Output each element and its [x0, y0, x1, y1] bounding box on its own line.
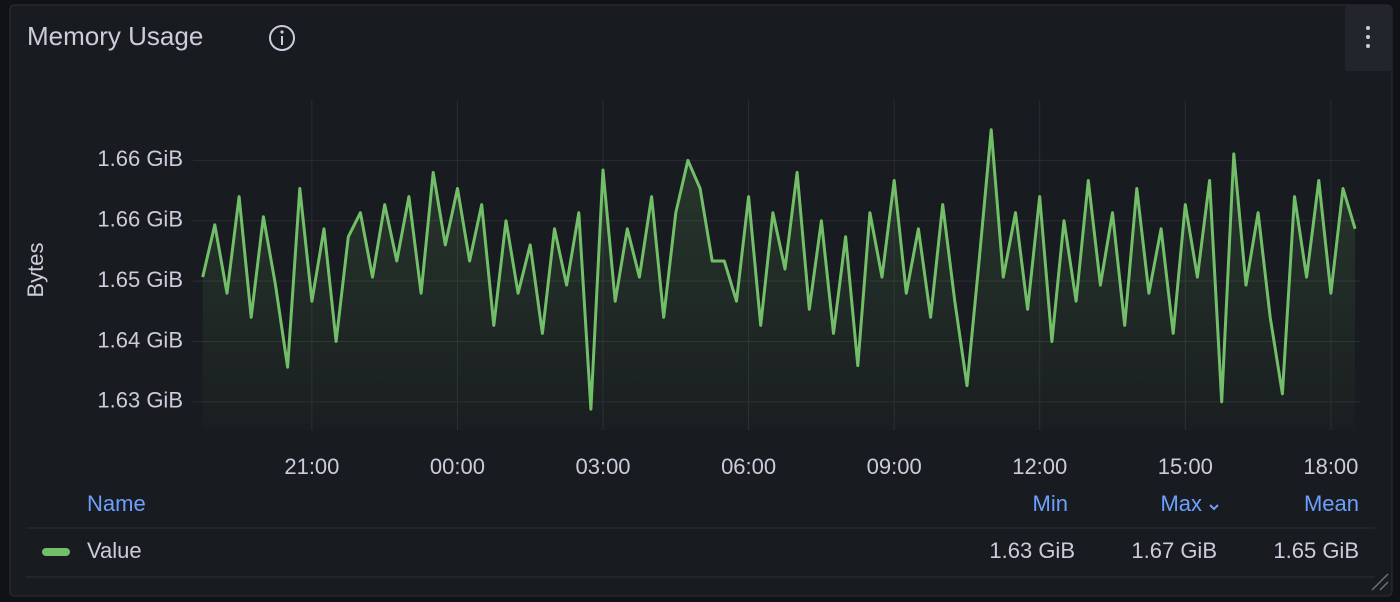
y-tick-label: 1.66 GiB — [97, 207, 183, 232]
legend-header[interactable]: Name — [87, 491, 146, 516]
x-tick-label: 21:00 — [284, 454, 339, 479]
menu-button[interactable] — [1345, 5, 1392, 71]
x-tick-label: 00:00 — [430, 454, 485, 479]
y-tick-label: 1.65 GiB — [97, 267, 183, 292]
info-icon[interactable] — [269, 25, 295, 51]
x-tick-label: 09:00 — [867, 454, 922, 479]
series-line — [201, 128, 1357, 411]
x-tick-label: 18:00 — [1303, 454, 1358, 479]
sort-icon — [1209, 504, 1219, 511]
legend-header[interactable]: Mean — [1304, 491, 1359, 516]
x-tick-label: 06:00 — [721, 454, 776, 479]
legend-stat: 1.67 GiB — [1131, 538, 1217, 563]
panel-title: Memory Usage — [27, 21, 203, 51]
x-tick-label: 15:00 — [1158, 454, 1213, 479]
x-tick-label: 12:00 — [1012, 454, 1067, 479]
legend-header[interactable]: Max — [1160, 491, 1202, 516]
y-tick-label: 1.64 GiB — [97, 327, 183, 352]
x-tick-label: 03:00 — [575, 454, 630, 479]
y-tick-label: 1.66 GiB — [97, 146, 183, 171]
legend-stat: 1.63 GiB — [989, 538, 1075, 563]
resize-handle[interactable] — [1371, 573, 1389, 591]
y-tick-label: 1.63 GiB — [97, 388, 183, 413]
series-area — [202, 129, 1356, 431]
legend-header[interactable]: Min — [1033, 491, 1068, 516]
y-axis-label: Bytes — [23, 242, 48, 297]
legend-stat: 1.65 GiB — [1273, 538, 1359, 563]
legend-name[interactable]: Value — [87, 538, 142, 563]
